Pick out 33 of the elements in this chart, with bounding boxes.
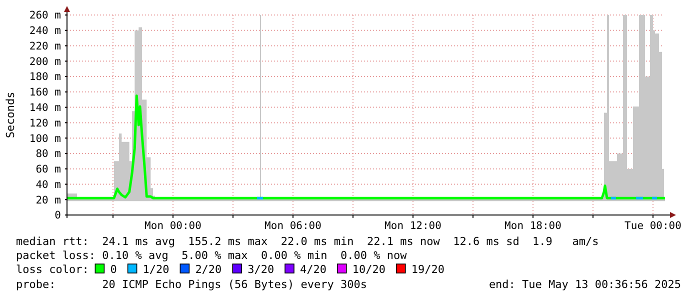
legend-label: 4/20 — [300, 263, 326, 276]
x-tick-label: Mon 12:00 — [384, 220, 442, 232]
legend-label: 10/20 — [352, 263, 386, 276]
text: median rtt: 24.1 ms avg 155.2 ms max 22.0 ms min 22.1 ms now 12.6 ms sd 1.9 am/s — [16, 235, 599, 248]
legend-label: 1/20 — [142, 263, 170, 276]
x-tick-label: Mon 00:00 — [144, 220, 202, 232]
y-tick-label: 100 m — [29, 132, 61, 145]
y-tick-label: 40 m — [36, 178, 61, 191]
y-tick-label: 200 m — [29, 56, 61, 68]
y-tick-label: 160 m — [29, 86, 61, 99]
text: end: Tue May 13 00:36:56 2025 — [488, 278, 681, 291]
y-tick-label: 20 m — [36, 194, 61, 206]
y-tick-label: 260 m — [29, 10, 61, 22]
text: packet loss: 0.10 % avg 5.00 % max 0.00 % min 0.00 % now — [16, 249, 408, 262]
legend-label: 3/20 — [248, 263, 274, 276]
x-tick-label: Tue 00:00 — [624, 220, 682, 232]
y-tick-label: 60 m — [36, 164, 61, 176]
y-tick-label: 80 m — [36, 148, 61, 160]
y-axis-title: Seconds — [4, 92, 17, 138]
y-tick-label: 220 m — [29, 40, 61, 52]
y-tick-label: 140 m — [29, 102, 61, 114]
y-tick-label: 240 m — [29, 25, 61, 38]
legend-label: 2/20 — [195, 263, 222, 276]
line-series — [66, 94, 666, 200]
legend-title: loss color: — [16, 263, 89, 276]
legend-label: 0 — [110, 263, 117, 276]
x-tick-label: Mon 18:00 — [504, 220, 562, 232]
x-tick-label: Mon 06:00 — [264, 220, 322, 232]
y-tick-label: 0 — [54, 210, 61, 222]
y-tick-label: 180 m — [29, 71, 61, 84]
text: probe: 20 ICMP Echo Pings (56 Bytes) every 300s — [16, 278, 367, 291]
y-tick-label: 120 m — [29, 117, 61, 130]
legend-label: 19/20 — [411, 263, 445, 276]
